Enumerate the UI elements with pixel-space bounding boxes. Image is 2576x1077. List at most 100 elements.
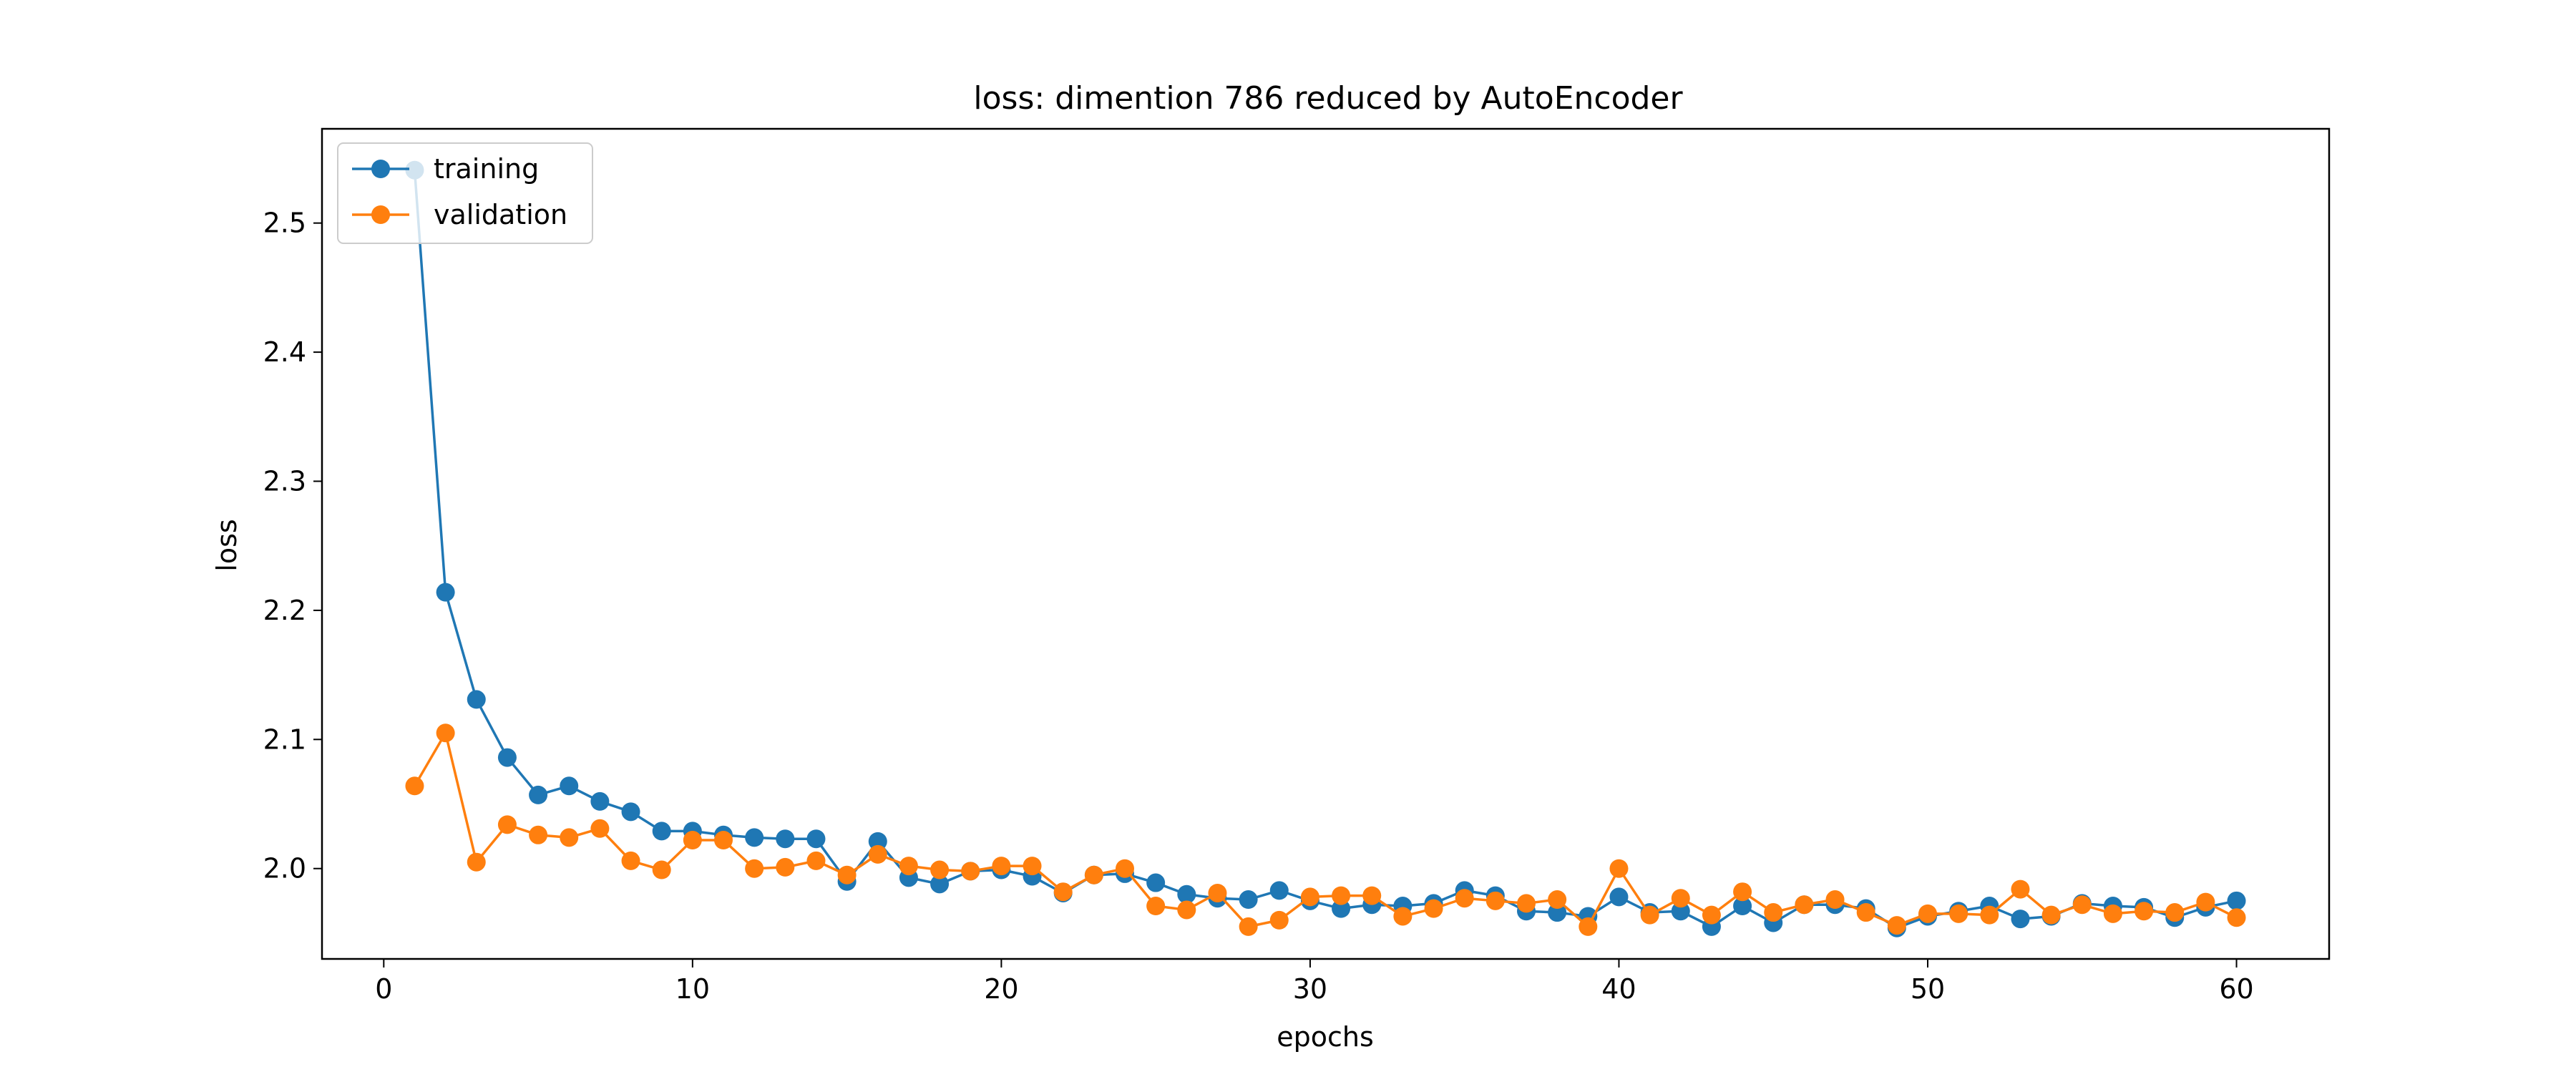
- validation-point: [1177, 900, 1196, 920]
- training-point: [529, 785, 548, 804]
- training-point: [497, 748, 517, 767]
- validation-point: [1362, 886, 1382, 905]
- training-point: [652, 822, 671, 841]
- validation-point: [467, 852, 486, 872]
- validation-point: [1548, 890, 1567, 910]
- x-tick-label: 10: [675, 973, 710, 1005]
- validation-point: [2135, 902, 2154, 921]
- training-point: [745, 828, 764, 847]
- validation-point: [1795, 895, 1814, 915]
- training-point: [621, 802, 640, 822]
- validation-legend-marker: [371, 205, 390, 224]
- y-tick-label: 2.3: [263, 466, 306, 497]
- training-point: [1239, 890, 1258, 910]
- validation-point: [1393, 907, 1413, 926]
- y-tick-label: 2.0: [263, 853, 306, 884]
- validation-point: [961, 862, 980, 881]
- training-point: [1146, 873, 1166, 892]
- validation-point: [1517, 894, 1536, 913]
- validation-point: [2196, 892, 2215, 912]
- validation-point: [2041, 905, 2061, 925]
- validation-point: [776, 857, 795, 877]
- validation-point: [868, 844, 887, 864]
- series-layer: [405, 160, 2246, 937]
- y-tick-label: 2.5: [263, 208, 306, 239]
- validation-point: [806, 851, 826, 870]
- validation-point: [1980, 905, 1999, 925]
- validation-point: [1300, 887, 1319, 907]
- validation-point: [497, 815, 517, 834]
- y-axis-label: loss: [211, 519, 243, 571]
- validation-point: [436, 723, 455, 743]
- validation-legend-label: validation: [434, 199, 567, 230]
- validation-point: [2103, 904, 2122, 923]
- validation-point: [1485, 891, 1505, 910]
- training-point: [1332, 899, 1351, 918]
- training-point: [776, 829, 795, 849]
- training-point: [436, 583, 455, 602]
- training-point: [806, 829, 826, 849]
- validation-point: [1733, 882, 1752, 902]
- validation-point: [714, 831, 733, 850]
- validation-point: [1579, 917, 1598, 936]
- training-point: [930, 874, 950, 894]
- validation-point: [2011, 879, 2030, 899]
- validation-point: [1671, 889, 1690, 908]
- legend: training validation: [337, 142, 593, 244]
- chart-title: loss: dimention 786 reduced by AutoEncod…: [973, 80, 1683, 117]
- training-point: [1671, 902, 1690, 921]
- validation-point: [2227, 908, 2246, 927]
- y-tick-label: 2.1: [263, 723, 306, 755]
- validation-point: [1640, 905, 1659, 925]
- validation-point: [2072, 895, 2092, 915]
- validation-point: [529, 825, 548, 844]
- x-tick-label: 50: [1911, 973, 1945, 1005]
- validation-point: [1764, 903, 1783, 922]
- validation-point: [1887, 916, 1906, 935]
- validation-point: [1116, 859, 1134, 878]
- validation-point: [930, 860, 950, 879]
- validation-point: [1702, 905, 1721, 925]
- validation-point: [1609, 859, 1629, 878]
- validation-point: [1239, 917, 1258, 936]
- validation-point: [992, 857, 1011, 876]
- training-point: [2011, 910, 2030, 929]
- validation-point: [683, 831, 702, 850]
- validation-point: [1825, 890, 1845, 910]
- training-point: [868, 832, 887, 851]
- validation-point: [1023, 857, 1042, 876]
- x-tick-label: 60: [2219, 973, 2253, 1005]
- training-point: [590, 791, 610, 811]
- training-point: [1733, 897, 1752, 916]
- validation-point: [652, 860, 671, 879]
- validation-point: [1053, 882, 1073, 902]
- validation-point: [560, 828, 579, 847]
- x-tick-label: 40: [1601, 973, 1636, 1005]
- validation-point: [590, 819, 610, 838]
- x-tick-label: 30: [1293, 973, 1327, 1005]
- x-axis: 0 10 20 30 40 50 60: [375, 959, 2254, 1005]
- validation-point: [1455, 889, 1474, 908]
- training-point: [2227, 891, 2246, 910]
- validation-point: [899, 857, 918, 876]
- validation-point: [2165, 903, 2185, 922]
- x-tick-label: 0: [375, 973, 392, 1005]
- plot-frame: [321, 127, 2331, 960]
- validation-point: [1208, 883, 1227, 902]
- x-axis-label: epochs: [1277, 1021, 1374, 1053]
- training-point: [1548, 903, 1567, 922]
- validation-point: [1146, 897, 1166, 916]
- training-legend-label: training: [434, 153, 539, 185]
- validation-point: [1949, 904, 1968, 923]
- training-point: [467, 690, 486, 709]
- training-point: [1269, 881, 1289, 900]
- y-axis: 2.0 2.1 2.2 2.3 2.4 2.5: [263, 208, 322, 884]
- validation-point: [1856, 903, 1875, 922]
- validation-point: [1084, 865, 1103, 884]
- training-legend-marker: [371, 160, 390, 178]
- training-point: [1177, 884, 1196, 904]
- x-tick-label: 20: [984, 973, 1018, 1005]
- validation-point: [1918, 904, 1937, 923]
